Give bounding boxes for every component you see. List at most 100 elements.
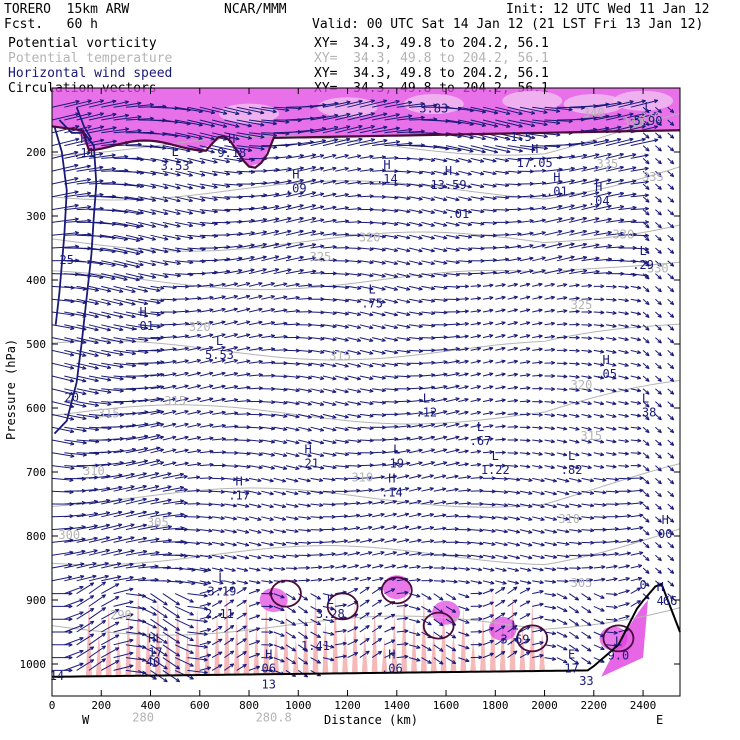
vector-arrow (667, 273, 675, 280)
vector-arrow (556, 387, 568, 392)
vector-arrow (212, 450, 226, 455)
vector-arrow (606, 362, 617, 367)
vector-arrow (76, 99, 105, 108)
vector-arrow (187, 435, 202, 441)
theta-label-19: 310 (83, 464, 105, 478)
vector-arrow (372, 462, 387, 467)
vector-arrow (642, 106, 650, 114)
vector-arrow (384, 487, 398, 492)
vector-arrow (408, 499, 422, 505)
vector-arrow (335, 112, 363, 121)
vector-arrow (113, 510, 135, 518)
vector-arrow (359, 233, 374, 238)
vector-arrow (495, 372, 506, 377)
vector-arrow (482, 170, 497, 176)
vector-arrow (52, 190, 79, 198)
vector-arrow (359, 337, 374, 343)
vector-arrow (285, 335, 300, 340)
vector-arrow (162, 461, 177, 467)
vector-arrow (248, 333, 263, 339)
extremum-type-5: H (445, 164, 452, 178)
vector-arrow (507, 219, 522, 224)
x-tick-label-6: 1200 (334, 699, 361, 712)
vector-arrow (162, 221, 181, 228)
vector-arrow (433, 310, 448, 315)
vector-arrow (162, 410, 177, 415)
vector-arrow (606, 165, 625, 172)
vector-arrow (248, 119, 278, 126)
vector-arrow (310, 257, 325, 262)
vector-arrow (224, 612, 235, 620)
pv-low-spike (539, 632, 546, 671)
vector-arrow (458, 271, 473, 276)
vector-arrow (150, 234, 169, 241)
field-xy-pv: XY= 34.3, 49.8 to 204.2, 56.1 (314, 36, 549, 51)
vector-arrow (445, 334, 460, 339)
vector-arrow (606, 178, 625, 185)
vector-arrow (187, 209, 206, 215)
extremum-type-37: E (568, 647, 575, 661)
vector-arrow (384, 273, 399, 278)
vector-arrow (211, 295, 226, 300)
vector-arrow (113, 423, 137, 428)
vector-arrow (384, 311, 399, 317)
vector-arrow (273, 413, 288, 418)
vector-arrow (556, 541, 570, 546)
vector-arrow (261, 655, 274, 660)
extremum-value-4: .14 (376, 172, 398, 186)
extremum-type-23: L (393, 443, 400, 457)
vector-arrow (655, 209, 662, 216)
vector-arrow (470, 334, 482, 339)
vector-arrow (667, 298, 675, 306)
theta-label-16: 320 (189, 320, 211, 334)
vector-arrow (445, 500, 459, 505)
vector-arrow (482, 208, 497, 213)
vector-arrow (162, 644, 181, 657)
vector-arrow (322, 125, 351, 134)
vector-arrow (211, 554, 225, 560)
vector-arrow (372, 126, 401, 134)
vector-arrow (445, 347, 460, 352)
vector-arrow (285, 166, 304, 172)
vector-arrow (495, 333, 506, 339)
vector-arrow (556, 229, 575, 236)
vector-arrow (482, 515, 496, 520)
vector-arrow (347, 488, 361, 493)
vector-arrow (52, 617, 73, 622)
vector-arrow (532, 399, 543, 404)
extremum-type-41: H (265, 647, 272, 661)
vector-arrow (655, 490, 662, 498)
vector-arrow (482, 614, 495, 620)
vector-arrow (187, 333, 202, 339)
vector-arrow (236, 567, 249, 572)
pv-low-spike (105, 606, 112, 677)
vector-arrow (298, 230, 317, 236)
vector-arrow (298, 191, 317, 198)
vector-arrow (569, 528, 582, 533)
vector-arrow (187, 644, 208, 649)
vector-arrow (199, 397, 214, 403)
vector-arrow (310, 231, 325, 236)
vector-arrow (495, 529, 508, 534)
vector-arrow (273, 387, 288, 392)
vector-arrow (187, 157, 206, 164)
vector-arrow (532, 119, 561, 125)
vector-arrow (310, 439, 325, 445)
vector-arrow (495, 567, 507, 572)
vector-arrow (458, 397, 469, 403)
vector-arrow (261, 541, 274, 547)
vector-arrow (347, 526, 361, 531)
vector-arrow (101, 349, 124, 357)
vector-arrow (347, 167, 362, 172)
vector-arrow (297, 593, 309, 601)
vector-arrow (593, 605, 605, 612)
vector-arrow (445, 372, 460, 377)
vector-arrow (642, 145, 650, 152)
vector-arrow (101, 100, 129, 108)
vector-arrow (101, 311, 124, 319)
vector-arrow (199, 602, 212, 607)
vector-arrow (273, 242, 292, 249)
vector-arrow (211, 580, 224, 585)
vector-arrow (556, 400, 568, 405)
vector-arrow (507, 321, 518, 326)
